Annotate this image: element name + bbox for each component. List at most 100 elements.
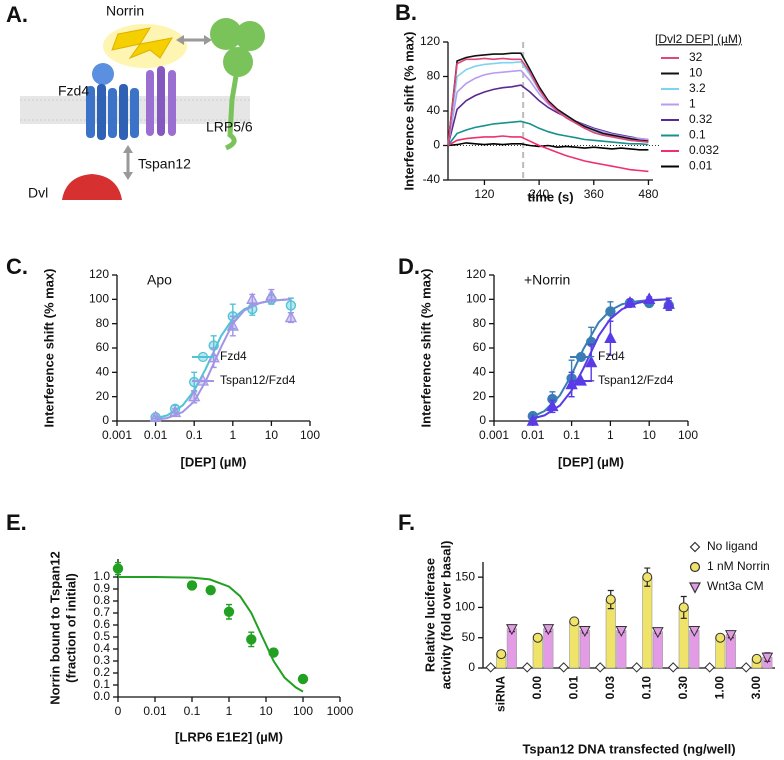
tspan-helix — [146, 70, 154, 136]
lrp-stem — [224, 75, 239, 151]
fzd4-helix — [119, 84, 128, 140]
fzd4-helix — [130, 88, 139, 138]
data-point — [579, 625, 591, 638]
y-tick-label: 120 — [420, 34, 440, 48]
data-point — [643, 292, 656, 305]
legend-label: Fzd4 — [220, 349, 247, 363]
y-tick-label: 1.0 — [93, 569, 110, 583]
y-tick-label: 120 — [466, 267, 486, 281]
data-point — [496, 649, 507, 660]
y-tick-label: 40 — [96, 365, 110, 379]
y-tick-label: 80 — [96, 316, 110, 330]
legend-title: [Dvl2 DEP] (µM) — [655, 32, 742, 46]
data-point — [246, 292, 259, 305]
diagram-label: Dvl — [28, 185, 48, 201]
data-point — [569, 616, 580, 627]
x-tick-label: 1 — [229, 428, 236, 442]
y-axis-label: Relative luciferase — [422, 558, 437, 672]
data-point — [285, 300, 297, 311]
panel-label: E. — [6, 510, 27, 535]
data-point — [284, 310, 298, 323]
legend-label: 0.032 — [689, 143, 719, 157]
x-tick-label: 100 — [293, 704, 313, 718]
legend-label: 1 — [689, 97, 696, 111]
legend-label: 0.32 — [689, 112, 713, 126]
x-tick-label: 10 — [643, 428, 657, 442]
x-tick-label: 0.03 — [603, 676, 617, 700]
data-line — [447, 84, 649, 146]
data-point — [532, 632, 543, 643]
fit-curve — [118, 576, 304, 693]
data-point — [678, 602, 689, 613]
bar — [605, 599, 616, 669]
legend-label: 0.01 — [689, 159, 713, 173]
y-tick-label: 0.9 — [93, 581, 110, 595]
data-point — [205, 585, 216, 596]
tspan-helix — [168, 70, 176, 136]
fit-curve — [155, 298, 291, 421]
bar — [642, 576, 653, 669]
legend-label: 10 — [689, 66, 703, 80]
norrin — [111, 27, 174, 60]
y-tick-label: 60 — [473, 340, 487, 354]
data-point — [168, 405, 182, 418]
fzd4-crd — [92, 63, 114, 85]
legend-marker — [689, 582, 701, 594]
data-point — [265, 288, 278, 301]
data-point — [662, 297, 675, 309]
x-tick-label: 240 — [529, 187, 549, 201]
chart-title: +Norrin — [524, 272, 570, 288]
legend-marker — [689, 541, 701, 553]
data-point — [526, 413, 539, 426]
y-tick-label: 0 — [102, 413, 109, 427]
y-tick-label: 0.5 — [93, 629, 110, 643]
y-axis-label: Norrin bound to Tspan12 — [47, 551, 62, 705]
lrp-domain — [235, 21, 265, 51]
data-point — [615, 625, 628, 638]
arrow-head — [204, 35, 212, 45]
x-tick-label: 0.10 — [639, 676, 653, 700]
data-point — [704, 662, 715, 673]
x-axis-label: [DEP] (µM) — [181, 454, 247, 469]
legend-marker — [575, 374, 587, 386]
legend-label: 0.1 — [689, 128, 706, 142]
y-tick-label: 0.1 — [93, 677, 110, 691]
y-tick-label: 80 — [427, 69, 441, 83]
legend-label: Wnt3a CM — [707, 579, 764, 593]
y-tick-label: 100 — [89, 292, 109, 306]
data-point — [642, 572, 653, 583]
legend-marker — [197, 351, 209, 363]
y-tick-label: 120 — [89, 267, 109, 281]
panel-label: F. — [398, 510, 415, 535]
data-point — [751, 653, 762, 664]
x-tick-label: 100 — [678, 428, 698, 442]
legend-label: Tspan12/Fzd4 — [220, 373, 296, 387]
data-point — [631, 662, 642, 673]
x-tick-label: 1.00 — [712, 676, 726, 700]
data-point — [667, 662, 679, 673]
data-line — [447, 142, 649, 151]
y-axis-label: Interference shift (% max) — [418, 269, 433, 428]
x-tick-label: 0.01 — [144, 428, 168, 442]
legend-label: Tspan12/Fzd4 — [598, 373, 674, 387]
legend-label: 32 — [689, 50, 703, 64]
y-tick-label: 0.3 — [93, 653, 110, 667]
x-axis-label: [DEP] (µM) — [558, 454, 624, 469]
x-tick-label: 480 — [638, 187, 658, 201]
x-tick-label: 0.1 — [563, 428, 580, 442]
y-tick-label: -40 — [423, 172, 441, 186]
y-tick-label: 0 — [479, 413, 486, 427]
data-point — [485, 662, 496, 673]
y-tick-label: 0.2 — [93, 665, 110, 679]
data-line — [447, 52, 649, 146]
x-tick-label: siRNA — [493, 676, 507, 712]
y-tick-label: 0.6 — [93, 617, 110, 631]
x-axis-label: [LRP6 E1E2] (µM) — [175, 729, 283, 744]
data-point — [223, 606, 235, 617]
data-point — [585, 355, 598, 368]
panel-label: C. — [6, 254, 28, 279]
data-line — [447, 120, 649, 146]
data-point — [605, 594, 616, 605]
y-tick-label: 0 — [433, 138, 440, 152]
x-tick-label: 0.01 — [143, 704, 167, 718]
